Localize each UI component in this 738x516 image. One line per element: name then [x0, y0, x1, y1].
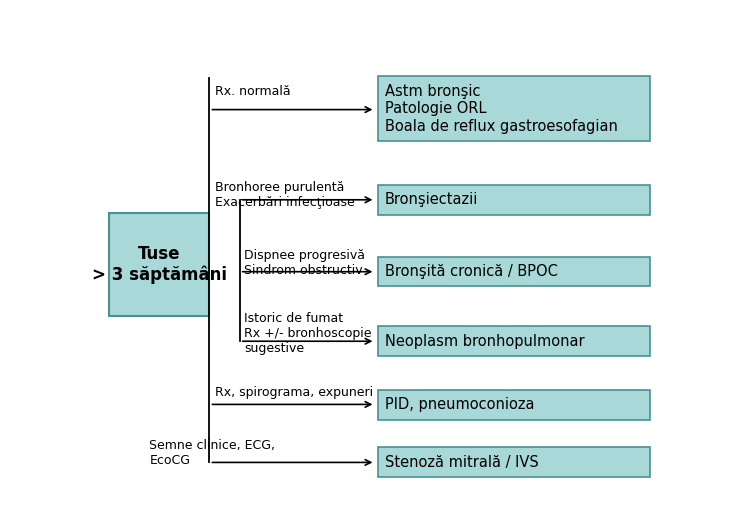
- Text: Rx. normală: Rx. normală: [215, 85, 291, 98]
- Text: Istoric de fumat
Rx +/- bronhoscopie
sugestive: Istoric de fumat Rx +/- bronhoscopie sug…: [244, 312, 371, 355]
- Text: Tuse
> 3 săptămâni: Tuse > 3 săptămâni: [92, 245, 227, 284]
- Text: Dispnee progresivă
Sindrom obstructiv: Dispnee progresivă Sindrom obstructiv: [244, 249, 365, 277]
- FancyBboxPatch shape: [109, 213, 210, 316]
- Text: Bronşiectazii: Bronşiectazii: [385, 192, 478, 207]
- Text: Stenoză mitrală / IVS: Stenoză mitrală / IVS: [385, 455, 539, 470]
- Text: Astm bronşic
Patologie ORL
Boala de reflux gastroesofagian: Astm bronşic Patologie ORL Boala de refl…: [385, 84, 618, 134]
- FancyBboxPatch shape: [379, 185, 650, 215]
- Text: PID, pneumoconioza: PID, pneumoconioza: [385, 397, 534, 412]
- FancyBboxPatch shape: [379, 326, 650, 356]
- FancyBboxPatch shape: [379, 76, 650, 141]
- Text: Neoplasm bronhopulmonar: Neoplasm bronhopulmonar: [385, 333, 584, 348]
- FancyBboxPatch shape: [379, 256, 650, 286]
- FancyBboxPatch shape: [379, 390, 650, 420]
- Text: Rx, spirograma, expuneri: Rx, spirograma, expuneri: [215, 386, 373, 399]
- Text: Bronşită cronică / BPOC: Bronşită cronică / BPOC: [385, 264, 558, 279]
- Text: Semne clinice, ECG,
EcoCG: Semne clinice, ECG, EcoCG: [149, 439, 275, 466]
- FancyBboxPatch shape: [379, 447, 650, 477]
- Text: Bronhoree purulentă
Exacerbări infecţioase: Bronhoree purulentă Exacerbări infecţioa…: [215, 181, 355, 209]
